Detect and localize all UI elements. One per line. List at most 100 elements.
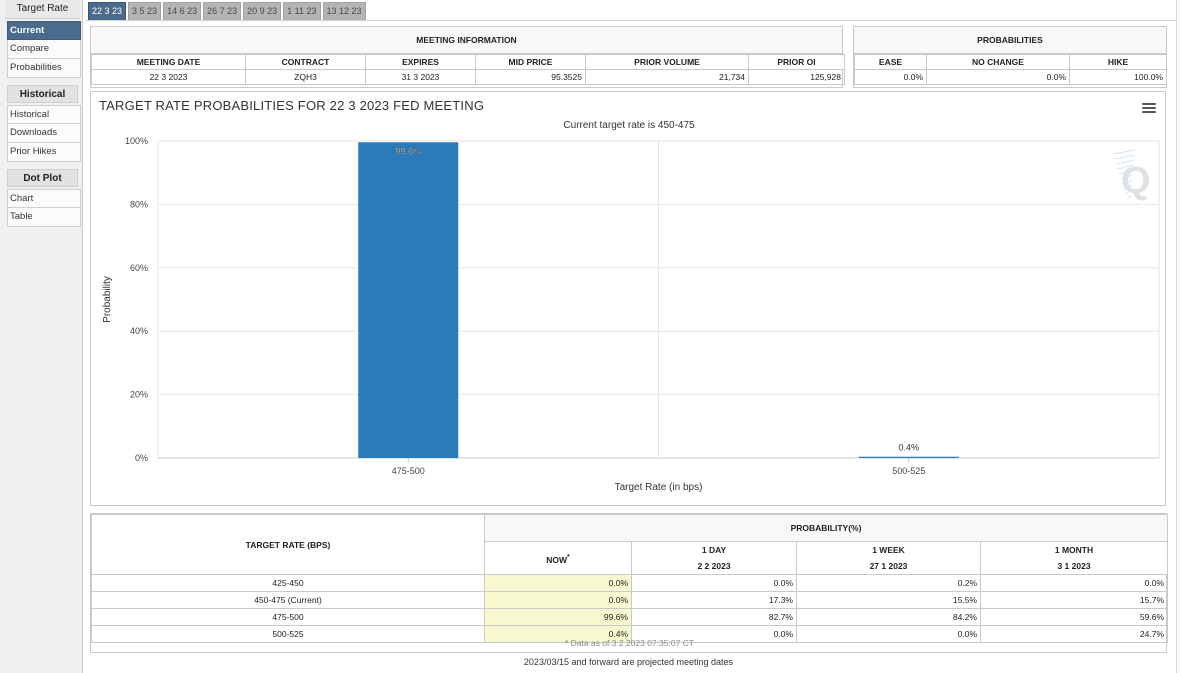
logo-stroke (1116, 159, 1135, 165)
bar (858, 456, 959, 458)
projected-dates-note: 2023/03/15 and forward are projected mee… (523, 657, 734, 667)
y-axis-title: Probability (102, 276, 113, 323)
x-axis-title: Target Rate (in bps) (615, 482, 703, 493)
rate-cell: 475-500 (91, 608, 485, 626)
header-target-rate: TARGET RATE (BPS) (91, 514, 485, 575)
hamburger-menu-icon[interactable] (1142, 103, 1156, 115)
now-cell: 0.0% (484, 574, 632, 592)
rate-cell: 500-525 (91, 625, 485, 643)
sidebar-item-prior-hikes[interactable]: Prior Hikes (7, 143, 81, 162)
tab-meeting-4[interactable]: 26 7 23 (203, 2, 242, 21)
prior-volume-value: 21,734 (585, 69, 749, 85)
hike-value: 100.0% (1069, 69, 1167, 85)
x-tick-label: 475-500 (392, 466, 425, 476)
chart-panel: 0% 20% 40% 60% 80% 100% 99.6% 475-500 0.4% 500-52… (90, 91, 1166, 506)
header-expires: EXPIRES (365, 54, 476, 70)
logo-stroke (1119, 169, 1134, 175)
now-cell: 99.6% (484, 608, 632, 626)
now-cell: 0.4% (484, 625, 632, 643)
data-timestamp-footnote: * Data as of 3 2 2023 07:35:07 CT (564, 638, 694, 648)
bar-value-label: 99.6% (395, 146, 421, 156)
sidebar-group-dot-plot: Dot Plot (7, 169, 78, 187)
header-1-week: 1 WEEK 27 1 2023 (796, 541, 981, 575)
header-now-label: NOW (546, 554, 567, 565)
tab-meeting-3[interactable]: 14 6 23 (163, 2, 202, 21)
logo-stroke (1122, 179, 1133, 185)
table-row: 475-500 99.6% 82.7% 84.2% 59.6% (91, 608, 1169, 626)
quikstrike-logo-icon: Q (1112, 149, 1151, 202)
meeting-info-value-row: 22 3 2023 ZQH3 31 3 2023 95.3525 21,734 … (91, 69, 845, 85)
header-1-week-date: 27 1 2023 (869, 561, 908, 571)
x-tick-label: 500-525 (892, 466, 925, 476)
week-cell: 15.5% (796, 591, 981, 609)
y-tick-label: 20% (130, 390, 148, 400)
meeting-info-panel: MEETING INFORMATION MEETING DATE CONTRAC… (90, 26, 845, 88)
header-prior-volume: PRIOR VOLUME (585, 54, 749, 70)
sidebar-item-table[interactable]: Table (7, 208, 81, 227)
logo-stroke (1127, 194, 1131, 200)
logo-letter: Q (1121, 160, 1151, 202)
probability-table-caption-row: TARGET RATE (BPS) PROBABILITY(%) (91, 514, 1169, 575)
header-now: NOW* (484, 541, 632, 575)
header-meeting-date: MEETING DATE (91, 54, 246, 70)
ease-value: 0.0% (854, 69, 927, 85)
expires-value: 31 3 2023 (365, 69, 476, 85)
chart-subtitle: Current target rate is 450-475 (563, 120, 695, 131)
no-change-value: 0.0% (926, 69, 1070, 85)
header-1-day-label: 1 DAY (701, 545, 727, 555)
tab-meeting-6[interactable]: 1 11 23 (283, 2, 321, 21)
sidebar-item-historical[interactable]: Historical (7, 105, 81, 124)
header-hike: HIKE (1069, 54, 1167, 70)
probabilities-header-row: EASE NO CHANGE HIKE (854, 54, 1167, 70)
prior-oi-value: 125,928 (748, 69, 845, 85)
header-prior-oi: PRIOR OI (748, 54, 845, 70)
bar-value-label: 0.4% (898, 443, 919, 453)
sidebar-item-current[interactable]: Current (7, 21, 81, 40)
logo-stroke (1114, 154, 1135, 160)
sidebar-item-chart[interactable]: Chart (7, 189, 81, 208)
month-cell: 0.0% (979, 574, 1169, 592)
probabilities-caption: PROBABILITIES (854, 27, 1166, 54)
sidebar-group-historical: Historical (7, 85, 78, 103)
y-tick-label: 80% (130, 199, 148, 209)
probabilities-table: EASE NO CHANGE HIKE 0.0% 0.0% 100.0% (854, 54, 1167, 85)
header-now-footnote-mark: * (567, 552, 570, 561)
month-cell: 24.7% (979, 625, 1169, 643)
logo-stroke (1123, 184, 1132, 190)
week-cell: 84.2% (796, 608, 981, 626)
week-cell: 0.2% (796, 574, 981, 592)
month-cell: 59.6% (979, 608, 1169, 626)
logo-stroke (1120, 174, 1133, 180)
scrollbar[interactable] (1176, 0, 1181, 673)
tab-meeting-1[interactable]: 22 3 23 (88, 2, 127, 21)
mid-price-value: 95.3525 (475, 69, 586, 85)
rate-cell: 450-475 (Current) (91, 591, 485, 609)
probability-caption: PROBABILITY(%) (483, 514, 1169, 542)
month-cell: 15.7% (979, 591, 1169, 609)
sidebar-item-compare[interactable]: Compare (7, 40, 81, 59)
y-tick-label: 60% (130, 263, 148, 273)
sidebar: Target Rate Current Compare Probabilitie… (0, 0, 83, 673)
day-cell: 82.7% (631, 608, 797, 626)
now-cell: 0.0% (484, 591, 632, 609)
sidebar-item-probabilities[interactable]: Probabilities (7, 59, 81, 78)
meeting-info-header-row: MEETING DATE CONTRACT EXPIRES MID PRICE … (91, 54, 845, 70)
header-ease: EASE (854, 54, 927, 70)
table-row: 425-450 0.0% 0.0% 0.2% 0.0% (91, 574, 1169, 592)
meeting-info-table: MEETING DATE CONTRACT EXPIRES MID PRICE … (91, 54, 845, 85)
logo-stroke (1125, 189, 1132, 195)
header-1-month-label: 1 MONTH (1054, 545, 1094, 555)
tab-meeting-7[interactable]: 13 12 23 (322, 2, 366, 21)
tab-meeting-5[interactable]: 20 9 23 (243, 2, 282, 21)
chart-title: TARGET RATE PROBABILITIES FOR 22 3 2023 … (99, 98, 485, 113)
header-1-day: 1 DAY 2 2 2023 (631, 541, 797, 575)
rate-cell: 425-450 (91, 574, 485, 592)
sidebar-title: Target Rate (5, 0, 80, 19)
tab-meeting-2[interactable]: 3 5 23 (128, 2, 162, 21)
y-tick-label: 0% (135, 453, 148, 463)
header-contract: CONTRACT (245, 54, 366, 70)
day-cell: 0.0% (631, 574, 797, 592)
meeting-info-caption: MEETING INFORMATION (91, 27, 842, 54)
sidebar-item-downloads[interactable]: Downloads (7, 124, 81, 143)
